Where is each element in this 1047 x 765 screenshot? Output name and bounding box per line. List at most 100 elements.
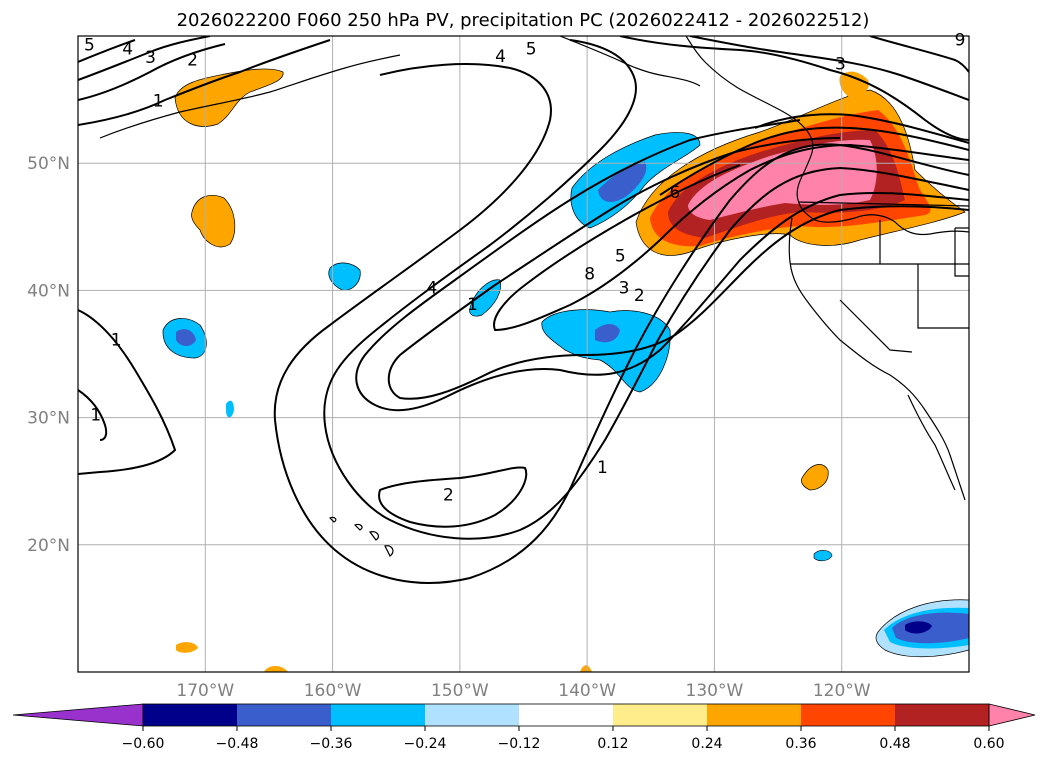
precip-aleutian (174, 68, 284, 127)
precip-pos-cell-9 (801, 464, 829, 491)
lon-tick-label: 150°W (431, 681, 489, 701)
colorbar-bin (237, 704, 332, 726)
colorbar-tick-label: 0.12 (597, 736, 628, 752)
lon-tick-label: 140°W (558, 681, 616, 701)
precip-neg-core (598, 162, 647, 202)
coastline-alaska-2 (559, 36, 701, 87)
pv-contour-label: 2 (634, 286, 645, 306)
pv-contour-label: 3 (145, 48, 156, 68)
pv-contour-label: 4 (122, 39, 133, 59)
lat-tick-label: 20°N (27, 536, 70, 556)
border-box-right (954, 227, 969, 277)
map-frame (77, 35, 970, 673)
pv-contour-1-main (273, 63, 969, 584)
pv-contour-label: 4 (426, 278, 437, 298)
lat-tick-label: 40°N (27, 281, 70, 301)
colorbar: −0.60 −0.48 −0.36 −0.24 −0.12 0.12 0.24 0.36 0.4… (12, 703, 1036, 752)
pv-contour-nw-3 (869, 36, 969, 73)
pv-contour-label: 1 (153, 91, 164, 111)
pv-contour-label: 4 (495, 47, 506, 67)
lon-tick-label: 130°W (686, 681, 744, 701)
colorbar-bin (895, 704, 990, 726)
colorbar-outline (142, 703, 990, 727)
pv-contour-7 (754, 113, 969, 144)
precip-pos-cell-12 (580, 665, 592, 672)
pv-contour-alaska-2 (78, 43, 226, 101)
pv-contour-alaska-4 (78, 39, 136, 63)
lon-tick-label: 120°W (813, 681, 871, 701)
colorbar-bin (425, 704, 520, 726)
colorbar-bin (613, 704, 708, 726)
precip-pos-cell-10 (176, 642, 198, 653)
pv-contour-label: 2 (187, 51, 198, 71)
pv-contour-nw-1 (619, 36, 969, 141)
colorbar-tick-label: 0.60 (973, 736, 1004, 752)
pv-contour-label: 1 (597, 458, 608, 478)
precip-neg-core-7 (905, 621, 932, 634)
pv-contour-5-inner (493, 143, 969, 332)
colorbar-tick-label: −0.48 (216, 736, 259, 752)
colorbar-bin (707, 704, 802, 726)
colorbar-bin (143, 704, 238, 726)
latitude-labels: 50°N 40°N 30°N 20°N (27, 154, 70, 556)
pv-contour-2-main (323, 39, 969, 540)
pv-contour-label: 2 (443, 486, 454, 506)
lat-tick-label: 30°N (27, 409, 70, 429)
map-area (78, 36, 969, 672)
colorbar-extend-high (988, 703, 1036, 727)
precip-pos-cell-13 (839, 71, 869, 99)
precip-pos-cell-11 (264, 666, 288, 672)
pv-contour-label: 6 (670, 183, 681, 203)
chart-title: 2026022200 F060 250 hPa PV, precipitatio… (177, 10, 870, 31)
precip-neg-cell-6 (226, 400, 234, 418)
gridlines (78, 36, 969, 672)
lat-tick-label: 50°N (27, 154, 70, 174)
coastline-baja (907, 394, 956, 491)
pv-contour-label: 8 (584, 264, 595, 284)
precip-neg-core-2 (595, 324, 620, 343)
pv-contour-label: 1 (467, 295, 478, 315)
pv-contour-nw-2 (689, 36, 969, 101)
longitude-labels: 170°W 160°W 150°W 140°W 130°W 120°W (176, 681, 870, 701)
colorbar-bin (331, 704, 426, 726)
pv-contour-west-1 (78, 309, 177, 475)
pv-contour-3-inner (355, 119, 969, 412)
pv-contour-label: 1 (90, 406, 101, 426)
colorbar-bin (801, 704, 896, 726)
colorbar-tick-label: 0.36 (785, 736, 816, 752)
coastline-west-coast (685, 36, 969, 236)
precip-neg-cell-2 (541, 309, 671, 393)
coastline-california (788, 217, 966, 501)
precip-neg-cell-3 (469, 279, 501, 317)
coastline-alaska (99, 54, 401, 139)
pv-contour-2-south (378, 466, 528, 528)
colorbar-tick-label: 0.48 (879, 736, 910, 752)
pv-contour-label: 5 (526, 39, 537, 59)
pv-contour-label: 3 (619, 278, 630, 298)
precip-neg-core-5 (176, 329, 196, 346)
pv-contour-alaska-3 (78, 36, 211, 81)
pv-contour-4-inner (387, 137, 969, 400)
pv-contour-alaska-1 (78, 39, 331, 126)
pv-contour-label: 5 (84, 35, 95, 55)
colorbar-tick-label: −0.12 (498, 736, 541, 752)
coastlines (99, 36, 969, 557)
border-state-2 (839, 220, 969, 353)
colorbar-tick-label: 0.24 (691, 736, 722, 752)
colorbar-tick-label: −0.24 (404, 736, 447, 752)
border-us-canada (797, 201, 969, 207)
precip-neg-cell-8 (813, 550, 833, 562)
precip-blob-pink (688, 139, 877, 220)
colorbar-tick-label: −0.36 (310, 736, 353, 752)
colorbar-extend-low (12, 703, 144, 727)
pv-contour-6 (659, 126, 969, 196)
lon-tick-label: 170°W (176, 681, 234, 701)
pv-contour-label: 3 (835, 55, 846, 75)
pv-contour-label: 1 (111, 331, 122, 351)
colorbar-tick-label: −0.60 (122, 736, 165, 752)
pv-contour-label: 9 (955, 30, 966, 50)
lon-tick-label: 160°W (304, 681, 362, 701)
pv-contour-west-2 (78, 389, 108, 441)
